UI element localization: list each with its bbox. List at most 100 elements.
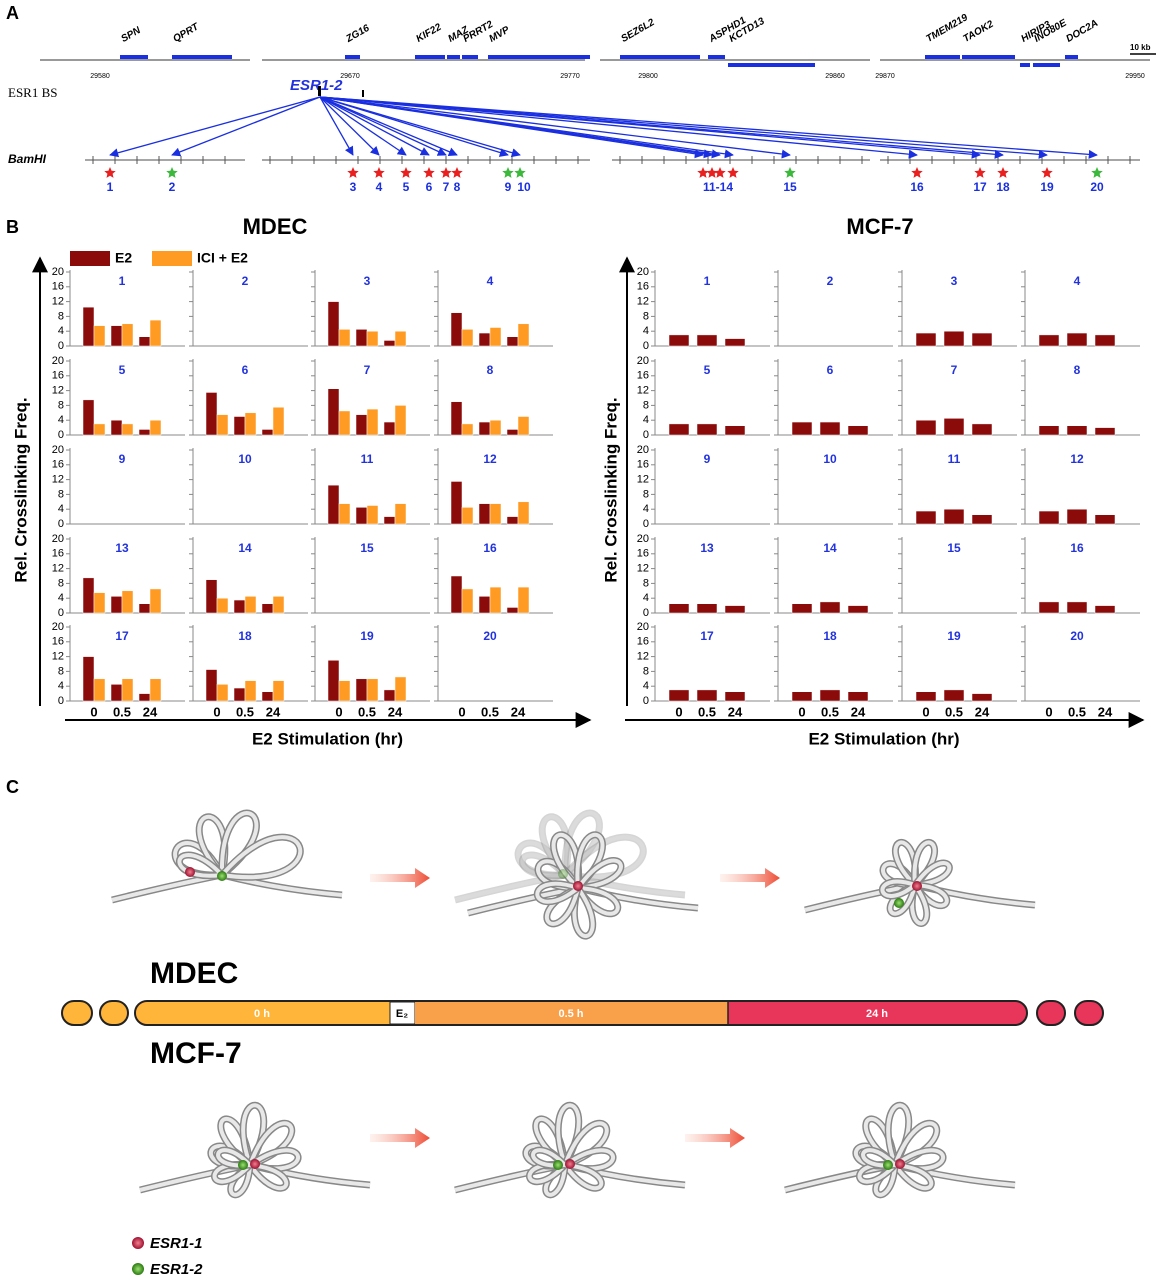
gene bbox=[728, 63, 815, 67]
gene bbox=[620, 55, 700, 59]
x-tick-label: 0.5 bbox=[1068, 704, 1086, 719]
y-tick-label: 4 bbox=[643, 325, 649, 337]
bar bbox=[366, 408, 379, 436]
bar bbox=[506, 429, 519, 436]
bar bbox=[205, 579, 218, 614]
chromatin-loop bbox=[535, 881, 580, 904]
fragment-label: 3 bbox=[350, 180, 357, 194]
bar bbox=[819, 421, 841, 436]
bar bbox=[450, 312, 463, 347]
panel-label: 7 bbox=[951, 363, 958, 377]
fragment-label: 1 bbox=[107, 180, 114, 194]
y-tick-label: 4 bbox=[643, 680, 649, 692]
fragment-star bbox=[697, 167, 709, 178]
legend-label: ESR1-2 bbox=[150, 1261, 203, 1278]
interaction-arrow bbox=[319, 96, 458, 156]
bar bbox=[394, 503, 407, 525]
transition-arrow bbox=[370, 1128, 430, 1148]
panel-label: 4 bbox=[1074, 274, 1081, 288]
bar bbox=[338, 503, 351, 525]
panel-label: 13 bbox=[700, 541, 714, 555]
fragment-label: 18 bbox=[996, 180, 1010, 194]
x-tick-label: 24 bbox=[266, 704, 281, 719]
y-tick-label: 16 bbox=[52, 636, 64, 648]
x-axis-label: E2 Stimulation (hr) bbox=[808, 729, 959, 748]
bar bbox=[1094, 514, 1116, 525]
bar bbox=[138, 693, 151, 702]
gene bbox=[1033, 63, 1060, 67]
timeline-pill bbox=[99, 1000, 129, 1026]
chromatin-loop bbox=[563, 835, 646, 880]
bar bbox=[971, 332, 993, 347]
panel-label: 11 bbox=[361, 452, 374, 466]
x-tick-label: 0 bbox=[922, 704, 929, 719]
x-tick-label: 0 bbox=[213, 704, 220, 719]
gene bbox=[447, 55, 460, 59]
bar bbox=[847, 425, 869, 436]
bar bbox=[110, 684, 123, 702]
y-tick-label: 12 bbox=[52, 385, 64, 397]
interaction-arrow bbox=[319, 96, 1098, 159]
fragment-label: 9 bbox=[505, 180, 512, 194]
y-tick-label: 0 bbox=[58, 695, 64, 707]
y-tick-label: 20 bbox=[637, 444, 649, 456]
gene bbox=[708, 55, 725, 59]
y-tick-label: 8 bbox=[643, 665, 649, 677]
chromatin-loop bbox=[563, 1163, 604, 1191]
bar bbox=[366, 330, 379, 347]
chromatin-loop bbox=[216, 1148, 252, 1168]
y-tick-label: 4 bbox=[643, 503, 649, 515]
bar bbox=[819, 689, 841, 702]
bar bbox=[517, 416, 530, 436]
bar bbox=[244, 412, 257, 436]
y-tick-label: 0 bbox=[58, 607, 64, 619]
y-axis-label: Rel. Crosslinking Freq. bbox=[11, 397, 30, 582]
bar bbox=[915, 510, 937, 525]
bar bbox=[461, 588, 474, 614]
bar bbox=[93, 592, 106, 614]
legend-swatch bbox=[70, 251, 110, 266]
panel-label: 14 bbox=[238, 541, 252, 555]
chromatin-loop bbox=[562, 833, 647, 881]
bar bbox=[355, 678, 368, 702]
x-tick-label: 0 bbox=[798, 704, 805, 719]
y-tick-label: 0 bbox=[643, 695, 649, 707]
bar bbox=[1066, 601, 1088, 614]
esr1-2 bbox=[894, 898, 904, 908]
panel-label: 5 bbox=[119, 363, 126, 377]
gene-label: QPRT bbox=[171, 21, 201, 45]
bar bbox=[149, 588, 162, 614]
gene-label: KIF22 bbox=[414, 22, 443, 45]
y-tick-label: 12 bbox=[52, 651, 64, 663]
y-tick-label: 20 bbox=[637, 355, 649, 367]
bar bbox=[394, 405, 407, 436]
fragment-star bbox=[974, 167, 986, 178]
bar bbox=[971, 514, 993, 525]
bar bbox=[1066, 332, 1088, 347]
bar bbox=[272, 407, 285, 436]
bar bbox=[791, 603, 813, 614]
panel-label: 6 bbox=[827, 363, 834, 377]
x-tick-label: 24 bbox=[1098, 704, 1113, 719]
panel-label: 17 bbox=[115, 629, 129, 643]
bar bbox=[724, 605, 746, 614]
fragment-star bbox=[423, 167, 435, 178]
legend-dot bbox=[132, 1237, 144, 1249]
panel-label: 12 bbox=[1070, 452, 1084, 466]
panel-label: 14 bbox=[823, 541, 837, 555]
fragment-star bbox=[1091, 167, 1103, 178]
coordinate: 29670 bbox=[340, 73, 360, 80]
fragment-star bbox=[727, 167, 739, 178]
timeline-pill bbox=[1074, 1000, 1104, 1026]
bar bbox=[110, 596, 123, 614]
panel-label: 7 bbox=[364, 363, 371, 377]
fragment-label: 8 bbox=[454, 180, 461, 194]
panel-label: 10 bbox=[238, 452, 252, 466]
y-tick-label: 12 bbox=[637, 651, 649, 663]
y-tick-label: 20 bbox=[52, 621, 64, 633]
legend-label: ICI + E2 bbox=[197, 250, 248, 266]
y-tick-label: 8 bbox=[643, 310, 649, 322]
bar bbox=[847, 605, 869, 614]
y-tick-label: 0 bbox=[643, 429, 649, 441]
panel-label: 4 bbox=[487, 274, 494, 288]
